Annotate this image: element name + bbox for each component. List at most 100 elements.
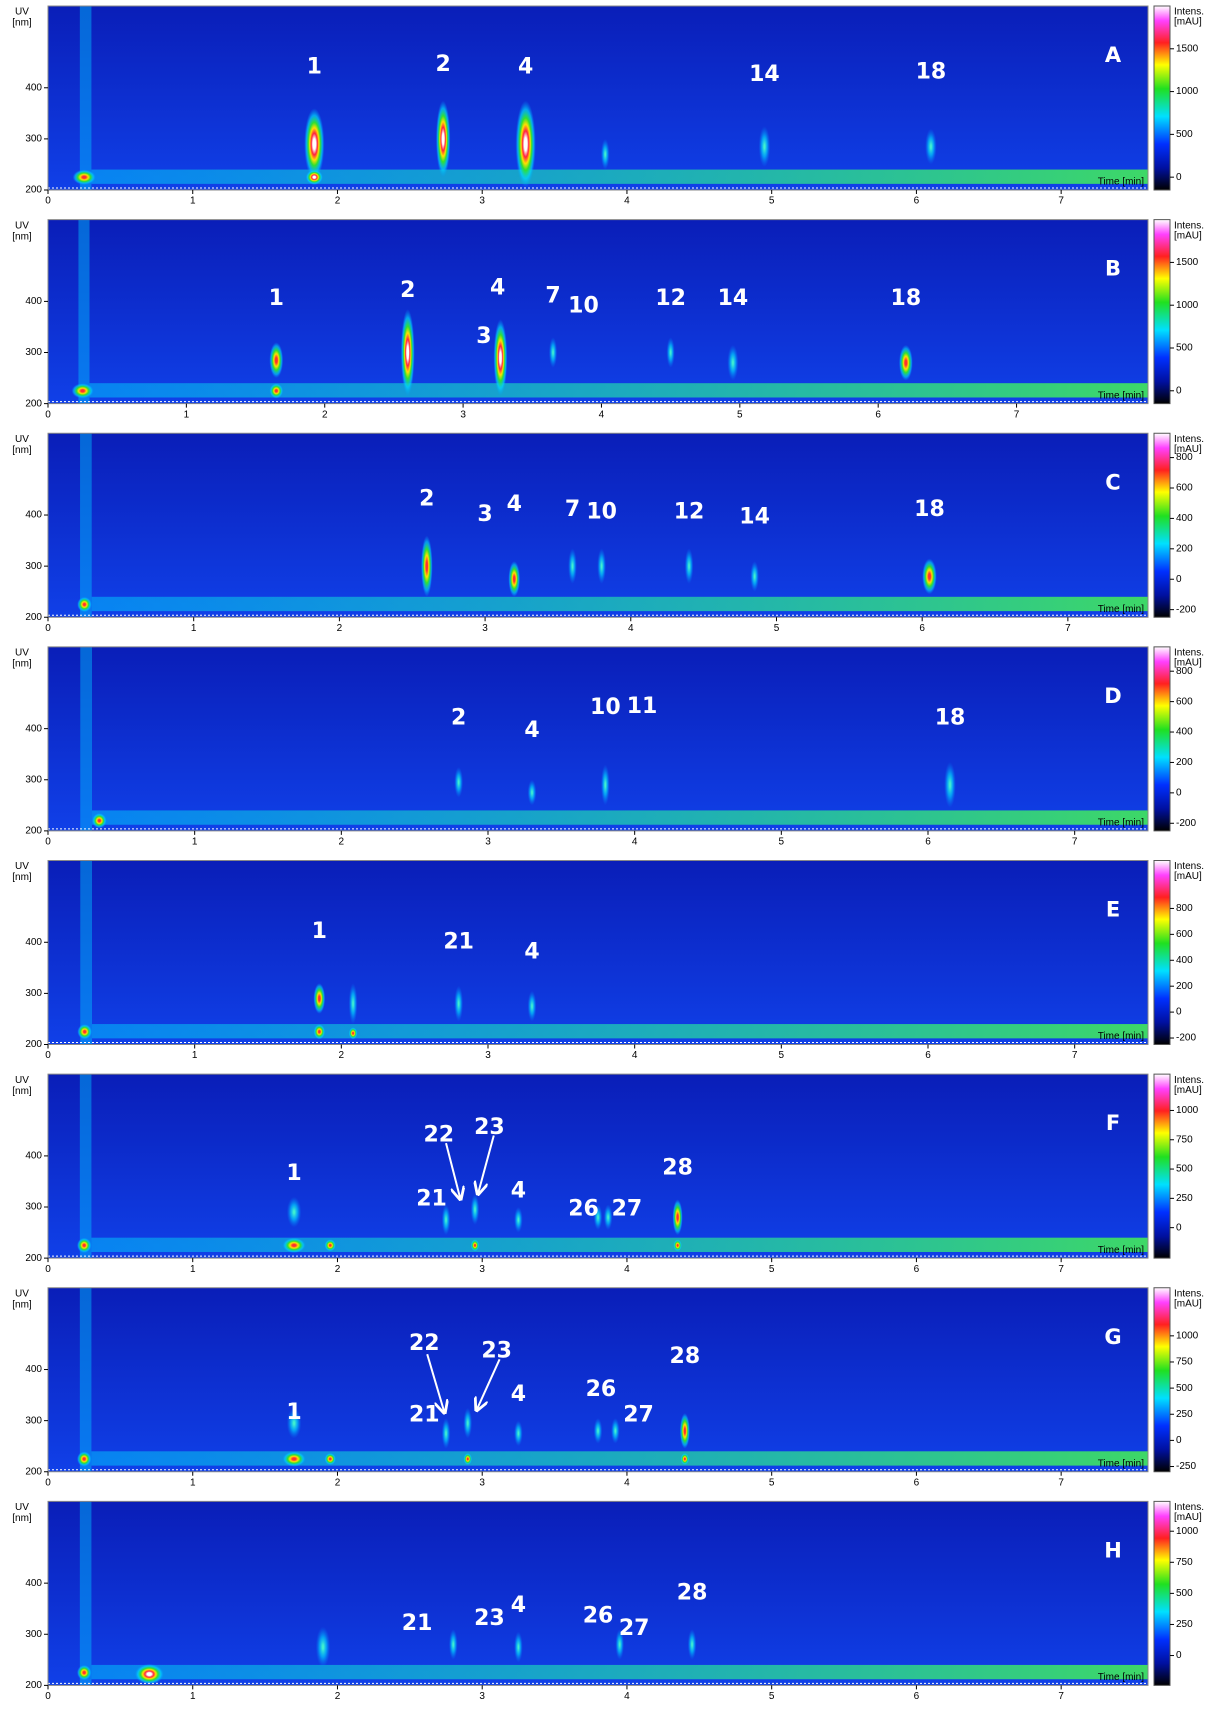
peak-spot [727,344,739,381]
y-axis-label: [nm] [12,1086,32,1097]
peak-spot [680,1452,690,1466]
peak-label: 26 [586,1377,617,1402]
colorbar-tick-label: 0 [1176,172,1182,183]
y-tick-label: 200 [25,185,42,196]
y-axis-label: [nm] [12,18,32,29]
plot-content [77,860,1148,1045]
colorbar [1153,5,1171,191]
x-tick-label: 3 [479,1691,485,1702]
y-tick-label: 200 [25,398,42,409]
y-tick-label: 200 [25,826,42,837]
peak-label: 10 [590,695,621,720]
x-tick-label: 4 [599,409,605,420]
x-tick-label: 6 [914,1477,920,1488]
peak-label: 14 [749,62,780,87]
peak-label: 21 [443,929,474,954]
plot-content [71,219,1148,404]
peak-label: 22 [409,1331,440,1356]
colorbar-label: Intens. [1174,7,1204,18]
peak-label: 2 [451,705,466,730]
peak-label: 7 [565,497,580,522]
x-tick-label: 6 [875,409,881,420]
peak-spot [687,1629,697,1660]
baseline-band [89,383,1148,398]
y-axis-label: [nm] [12,231,32,242]
peak-spot [600,138,610,170]
x-tick-label: 0 [45,837,51,848]
x-tick-label: 6 [925,1050,931,1061]
peak-label: 1 [307,54,322,79]
x-tick-label: 0 [45,1477,51,1488]
peak-label: 27 [612,1197,643,1222]
plot-content [76,1074,1148,1259]
colorbar-tick-label: 0 [1176,385,1182,396]
colorbar-tick-label: 250 [1176,1193,1193,1204]
plot-background [48,1501,1148,1686]
x-axis-label: Time [min] [1098,390,1145,401]
x-tick-label: 7 [1072,1050,1078,1061]
peak-label: 23 [474,1606,505,1631]
colorbar-tick-label: -250 [1176,1461,1196,1472]
x-tick-label: 6 [914,1691,920,1702]
colorbar-label: [mAU] [1174,230,1202,241]
peak-label: 21 [402,1611,433,1636]
y-axis-label: [nm] [12,1299,32,1310]
peak-spot [348,1027,358,1040]
colorbar-tick-label: 1000 [1176,1105,1199,1116]
peak-spot [514,1207,523,1233]
colorbar-tick-label: 750 [1176,1557,1193,1568]
baseline-band [92,1024,1148,1039]
baseline-band [91,1451,1148,1466]
x-tick-label: 3 [479,1477,485,1488]
y-axis-label: [nm] [12,872,32,883]
peak-spot [568,548,577,585]
x-tick-label: 7 [1058,1264,1064,1275]
colorbar-tick-label: 0 [1176,1007,1182,1018]
y-tick-label: 200 [25,1466,42,1477]
peak-spot [305,169,323,185]
x-tick-label: 7 [1058,1477,1064,1488]
peak-label: 1 [312,919,327,944]
y-axis-label: [nm] [12,1513,32,1524]
plot-content [76,1287,1148,1472]
peak-spot [400,309,415,396]
colorbar-tick-label: 0 [1176,1435,1182,1446]
y-axis-label: UV [15,434,29,445]
peak-label: 28 [670,1344,701,1369]
y-axis-label: UV [15,7,29,18]
x-tick-label: 6 [919,623,925,634]
colorbar-tick-label: 1000 [1176,300,1199,311]
y-tick-label: 400 [25,1364,42,1375]
peak-label: 18 [916,59,947,84]
peak-spot [71,383,94,399]
y-tick-label: 200 [25,1253,42,1264]
x-tick-label: 3 [482,623,488,634]
x-tick-label: 1 [184,409,190,420]
x-tick-label: 0 [45,409,51,420]
colorbar-tick-label: 400 [1176,955,1193,966]
peak-spot [463,1452,473,1466]
panel: 0 1 2 3 4 5 6 7 200 300 400 UV[nm] Time [min] D 2 4 10 11… [12,646,1204,848]
peak-spot [286,1407,302,1439]
peak-label: 27 [619,1616,650,1641]
peak-label: 11 [627,694,658,719]
x-tick-label: 3 [485,837,491,848]
colorbar-tick-label: -200 [1176,604,1196,615]
peak-spot [420,535,433,597]
peak-spot [282,1237,306,1254]
colorbar-label: Intens. [1174,1075,1204,1086]
y-tick-label: 300 [25,561,42,572]
peak-label: 4 [511,1179,526,1204]
peak-spot [672,1199,683,1236]
x-axis-label: Time [min] [1098,818,1145,829]
x-tick-label: 3 [485,1050,491,1061]
colorbar-tick-label: 0 [1176,574,1182,585]
colorbar-label: Intens. [1174,220,1204,231]
x-tick-label: 4 [624,196,630,207]
colorbar-tick-label: 1000 [1176,1330,1199,1341]
x-tick-label: 7 [1065,623,1071,634]
plot-background [48,433,1148,618]
peak-spot [600,764,610,806]
